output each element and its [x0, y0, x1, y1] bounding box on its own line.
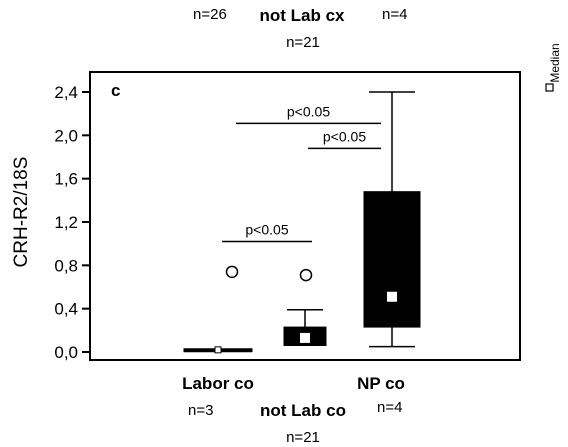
x-label-labor-co: Labor co [182, 374, 254, 393]
footer-title: not Lab co [260, 401, 346, 420]
y-axis-title: CRH-R2/18S [11, 157, 32, 268]
header-title: not Lab cx [259, 6, 345, 25]
y-tick-label: 0,4 [54, 300, 78, 319]
box-body [364, 192, 420, 327]
y-tick-label: 1,2 [54, 213, 78, 232]
y-tick-label: 0,0 [54, 343, 78, 362]
significance-label: p<0.05 [323, 128, 366, 144]
median-marker [388, 292, 397, 301]
y-tick-label: 1,6 [54, 170, 78, 189]
outlier-point [301, 270, 312, 281]
outlier-point [227, 266, 238, 277]
header-right-n: n=4 [382, 6, 407, 23]
median-marker [215, 347, 221, 353]
y-axis-ticks: 0,0 0,4 0,8 1,2 1,6 2,0 2,4 [54, 83, 90, 362]
footer-sub-n: n=21 [286, 429, 320, 446]
median-legend-marker [546, 84, 553, 91]
panel-label: c [111, 81, 120, 100]
y-tick-label: 2,0 [54, 126, 78, 145]
y-tick-label: 0,8 [54, 256, 78, 275]
header-left-n: n=26 [193, 6, 227, 23]
footer-left-n: n=3 [188, 402, 213, 419]
median-legend-label: Median [548, 43, 562, 82]
significance-label: p<0.05 [245, 222, 288, 238]
y-tick-label: 2,4 [54, 83, 78, 102]
x-label-np-co: NP co [357, 374, 405, 393]
footer-right-n: n=4 [377, 399, 402, 416]
median-marker [301, 333, 310, 342]
header-sub-n: n=21 [286, 34, 320, 51]
significance-label: p<0.05 [287, 103, 330, 119]
